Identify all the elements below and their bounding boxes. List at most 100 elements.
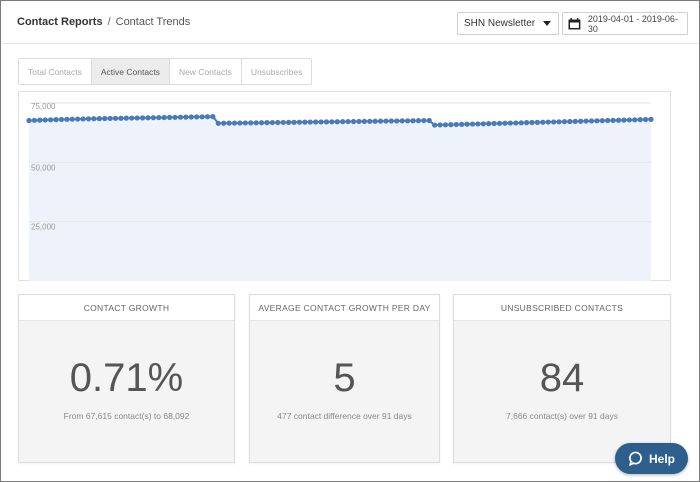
data-point[interactable]	[345, 118, 351, 125]
data-point[interactable]	[475, 121, 481, 127]
data-point[interactable]	[480, 121, 486, 127]
data-point[interactable]	[264, 120, 270, 126]
data-point[interactable]	[275, 119, 281, 126]
breadcrumb-root-link[interactable]: Contact Reports	[17, 16, 103, 28]
data-point[interactable]	[69, 116, 75, 122]
data-point[interactable]	[388, 118, 394, 124]
data-point[interactable]	[221, 120, 227, 126]
data-point[interactable]	[329, 119, 335, 125]
date-range-picker[interactable]: 2019-04-01 - 2019-06-30	[562, 12, 688, 35]
data-point[interactable]	[350, 118, 357, 125]
data-point[interactable]	[437, 122, 443, 128]
data-point[interactable]	[75, 116, 81, 122]
data-point[interactable]	[150, 115, 156, 121]
data-point[interactable]	[26, 117, 32, 124]
list-select[interactable]: SHN Newsletter	[457, 12, 559, 35]
data-point[interactable]	[226, 120, 232, 126]
data-point[interactable]	[405, 118, 411, 124]
data-point[interactable]	[469, 121, 476, 127]
data-point[interactable]	[442, 122, 449, 128]
data-point[interactable]	[394, 118, 400, 124]
data-point[interactable]	[588, 118, 595, 124]
data-point[interactable]	[615, 117, 622, 123]
data-point[interactable]	[215, 120, 221, 126]
data-point[interactable]	[545, 119, 551, 125]
data-point[interactable]	[167, 114, 173, 120]
tab-active-contacts[interactable]: Active Contacts	[91, 59, 170, 84]
data-point[interactable]	[605, 117, 611, 124]
data-point[interactable]	[507, 120, 513, 126]
data-point[interactable]	[572, 118, 578, 124]
data-point[interactable]	[356, 118, 362, 125]
data-point[interactable]	[556, 119, 562, 125]
data-point[interactable]	[139, 115, 146, 121]
data-point[interactable]	[534, 119, 541, 125]
data-point[interactable]	[361, 118, 367, 124]
data-point[interactable]	[291, 119, 297, 125]
data-point[interactable]	[529, 119, 535, 126]
data-point[interactable]	[594, 118, 600, 124]
data-point[interactable]	[302, 119, 308, 125]
data-point[interactable]	[210, 114, 216, 120]
data-point[interactable]	[231, 120, 238, 126]
data-point[interactable]	[258, 120, 265, 126]
data-point[interactable]	[296, 119, 303, 125]
data-point[interactable]	[134, 115, 140, 121]
data-point[interactable]	[102, 115, 108, 122]
data-point[interactable]	[599, 118, 605, 124]
data-point[interactable]	[642, 116, 649, 123]
data-point[interactable]	[242, 120, 248, 126]
data-point[interactable]	[204, 114, 211, 120]
data-point[interactable]	[377, 118, 384, 124]
data-point[interactable]	[313, 119, 319, 125]
data-point[interactable]	[415, 118, 422, 124]
data-point[interactable]	[459, 121, 465, 127]
data-point[interactable]	[448, 122, 454, 128]
data-point[interactable]	[610, 117, 616, 123]
data-point[interactable]	[48, 117, 54, 123]
data-point[interactable]	[551, 119, 557, 125]
data-point[interactable]	[112, 115, 119, 121]
data-point[interactable]	[248, 120, 254, 126]
data-point[interactable]	[567, 118, 573, 125]
data-point[interactable]	[561, 119, 568, 125]
data-point[interactable]	[199, 114, 205, 120]
data-point[interactable]	[183, 114, 189, 120]
data-point[interactable]	[491, 120, 497, 127]
data-point[interactable]	[583, 118, 589, 124]
data-point[interactable]	[502, 120, 508, 126]
data-point[interactable]	[626, 117, 632, 123]
data-point[interactable]	[118, 115, 124, 121]
data-point[interactable]	[410, 118, 416, 124]
data-point[interactable]	[145, 115, 151, 121]
data-point[interactable]	[334, 119, 340, 125]
tab-new-contacts[interactable]: New Contacts	[169, 59, 242, 84]
data-point[interactable]	[518, 120, 524, 126]
data-point[interactable]	[372, 118, 378, 124]
data-point[interactable]	[637, 117, 643, 123]
data-point[interactable]	[524, 120, 530, 126]
data-point[interactable]	[96, 116, 102, 122]
data-point[interactable]	[540, 119, 546, 125]
tab-total-contacts[interactable]: Total Contacts	[19, 59, 92, 84]
data-point[interactable]	[172, 114, 178, 120]
data-point[interactable]	[421, 117, 427, 124]
data-point[interactable]	[188, 114, 194, 120]
data-point[interactable]	[129, 115, 135, 121]
data-point[interactable]	[426, 117, 432, 124]
data-point[interactable]	[453, 121, 459, 128]
data-point[interactable]	[107, 115, 113, 122]
data-point[interactable]	[91, 116, 97, 122]
data-point[interactable]	[286, 119, 292, 125]
data-point[interactable]	[80, 116, 86, 122]
data-point[interactable]	[85, 116, 92, 122]
data-point[interactable]	[648, 116, 654, 122]
data-point[interactable]	[432, 122, 438, 128]
data-point[interactable]	[161, 114, 167, 121]
help-button[interactable]: Help	[615, 443, 688, 474]
data-point[interactable]	[513, 120, 519, 126]
data-point[interactable]	[42, 117, 48, 123]
data-point[interactable]	[64, 116, 70, 122]
data-point[interactable]	[177, 114, 184, 120]
data-point[interactable]	[621, 117, 627, 123]
